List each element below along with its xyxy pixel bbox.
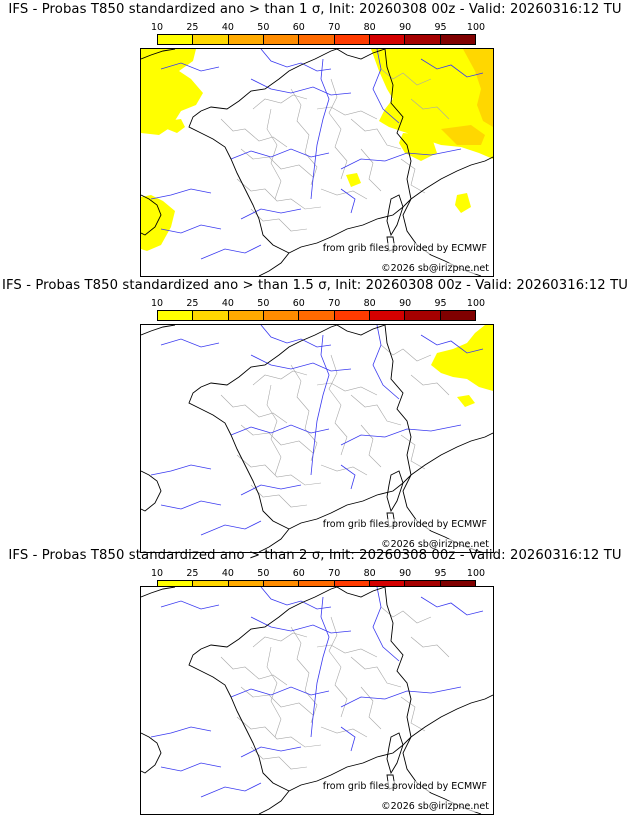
legend-tick-label: 50 xyxy=(257,568,270,579)
legend-swatch xyxy=(193,581,229,590)
legend-swatch xyxy=(158,311,194,320)
legend-swatch xyxy=(158,581,194,590)
legend-tick-label: 70 xyxy=(328,298,341,309)
legend-tick-label: 95 xyxy=(434,22,447,33)
map-frame: from grib files provided by ECMWF ©2026 … xyxy=(140,586,494,815)
legend-tick-label: 60 xyxy=(292,568,305,579)
legend-swatch xyxy=(263,311,300,320)
legend-tick-label: 90 xyxy=(399,22,412,33)
legend-tick-label: 50 xyxy=(257,298,270,309)
map-panel-1: IFS - Probas T850 standardized ano > tha… xyxy=(0,0,630,277)
map-panel-2: IFS - Probas T850 standardized ano > tha… xyxy=(0,276,630,553)
legend-swatch xyxy=(299,581,335,590)
legend-tick-label: 95 xyxy=(434,298,447,309)
legend-tick-label: 10 xyxy=(150,298,164,309)
probability-area xyxy=(431,325,493,407)
legend-tick-label: 25 xyxy=(186,22,199,33)
legend-swatch xyxy=(193,35,229,44)
legend-tick-label: 100 xyxy=(466,22,486,33)
legend-swatch xyxy=(228,35,264,44)
copyright-label: ©2026 sb@irizpne.net xyxy=(380,801,490,812)
map-frame: from grib files provided by ECMWF ©2026 … xyxy=(140,48,494,277)
legend-swatch xyxy=(405,311,441,320)
legend-tick-label: 60 xyxy=(292,298,305,309)
legend-tick-label: 70 xyxy=(328,22,341,33)
map-frame: from grib files provided by ECMWF ©2026 … xyxy=(140,324,494,553)
legend-swatch xyxy=(299,311,335,320)
legend-swatch xyxy=(228,581,264,590)
legend-color-bar xyxy=(157,34,476,45)
rivers xyxy=(150,49,484,260)
legend-swatch xyxy=(440,581,475,590)
legend-swatch xyxy=(193,311,229,320)
legend-tick-label: 40 xyxy=(221,298,234,309)
legend-swatch xyxy=(263,35,300,44)
probability-legend: 10 25 40 50 60 70 80 90 95 100 xyxy=(151,22,485,46)
probability-legend: 10 25 40 50 60 70 80 90 95 100 xyxy=(151,298,485,322)
legend-tick-label: 90 xyxy=(399,568,412,579)
legend-tick-label: 60 xyxy=(292,22,305,33)
legend-tick-label: 10 xyxy=(150,22,164,33)
legend-tick-label: 25 xyxy=(186,298,199,309)
legend-tick-label: 90 xyxy=(399,298,412,309)
legend-swatch xyxy=(369,35,406,44)
department-borders xyxy=(220,344,450,508)
legend-tick-label: 80 xyxy=(363,298,376,309)
legend-swatch xyxy=(334,581,370,590)
department-borders xyxy=(220,606,450,770)
legend-tick-labels: 10 25 40 50 60 70 80 90 95 100 xyxy=(151,298,485,309)
legend-swatch xyxy=(369,581,406,590)
france-map xyxy=(141,325,493,552)
france-map xyxy=(141,49,493,276)
department-borders xyxy=(220,68,450,232)
probability-area xyxy=(141,49,493,251)
legend-tick-labels: 10 25 40 50 60 70 80 90 95 100 xyxy=(151,568,485,579)
legend-color-bar xyxy=(157,310,476,321)
legend-tick-label: 100 xyxy=(466,298,486,309)
data-source-credit: from grib files provided by ECMWF xyxy=(321,781,488,792)
legend-swatch xyxy=(228,311,264,320)
legend-swatch xyxy=(334,35,370,44)
legend-tick-label: 40 xyxy=(221,22,234,33)
copyright-label: ©2026 sb@irizpne.net xyxy=(380,539,490,550)
legend-swatch xyxy=(299,35,335,44)
legend-tick-label: 70 xyxy=(328,568,341,579)
legend-tick-label: 95 xyxy=(434,568,447,579)
map-panel-3: IFS - Probas T850 standardized ano > tha… xyxy=(0,546,630,822)
legend-swatch xyxy=(369,311,406,320)
legend-swatch xyxy=(158,35,194,44)
legend-tick-label: 50 xyxy=(257,22,270,33)
legend-swatch xyxy=(440,311,475,320)
rivers xyxy=(150,325,484,536)
legend-tick-label: 80 xyxy=(363,22,376,33)
panel-title: IFS - Probas T850 standardized ano > tha… xyxy=(8,548,622,563)
coastline xyxy=(141,587,493,814)
panel-title: IFS - Probas T850 standardized ano > tha… xyxy=(8,2,622,17)
legend-tick-label: 100 xyxy=(466,568,486,579)
legend-swatch xyxy=(440,35,475,44)
legend-tick-label: 25 xyxy=(186,568,199,579)
rivers xyxy=(150,587,484,798)
legend-tick-label: 10 xyxy=(150,568,164,579)
panel-title: IFS - Probas T850 standardized ano > tha… xyxy=(1,278,628,293)
legend-swatch xyxy=(405,581,441,590)
copyright-label: ©2026 sb@irizpne.net xyxy=(380,263,490,274)
data-source-credit: from grib files provided by ECMWF xyxy=(321,519,488,530)
legend-tick-label: 80 xyxy=(363,568,376,579)
france-map xyxy=(141,587,493,814)
legend-swatch xyxy=(263,581,300,590)
legend-swatch xyxy=(405,35,441,44)
legend-tick-label: 40 xyxy=(221,568,234,579)
data-source-credit: from grib files provided by ECMWF xyxy=(321,243,488,254)
legend-swatch xyxy=(334,311,370,320)
legend-tick-labels: 10 25 40 50 60 70 80 90 95 100 xyxy=(151,22,485,33)
